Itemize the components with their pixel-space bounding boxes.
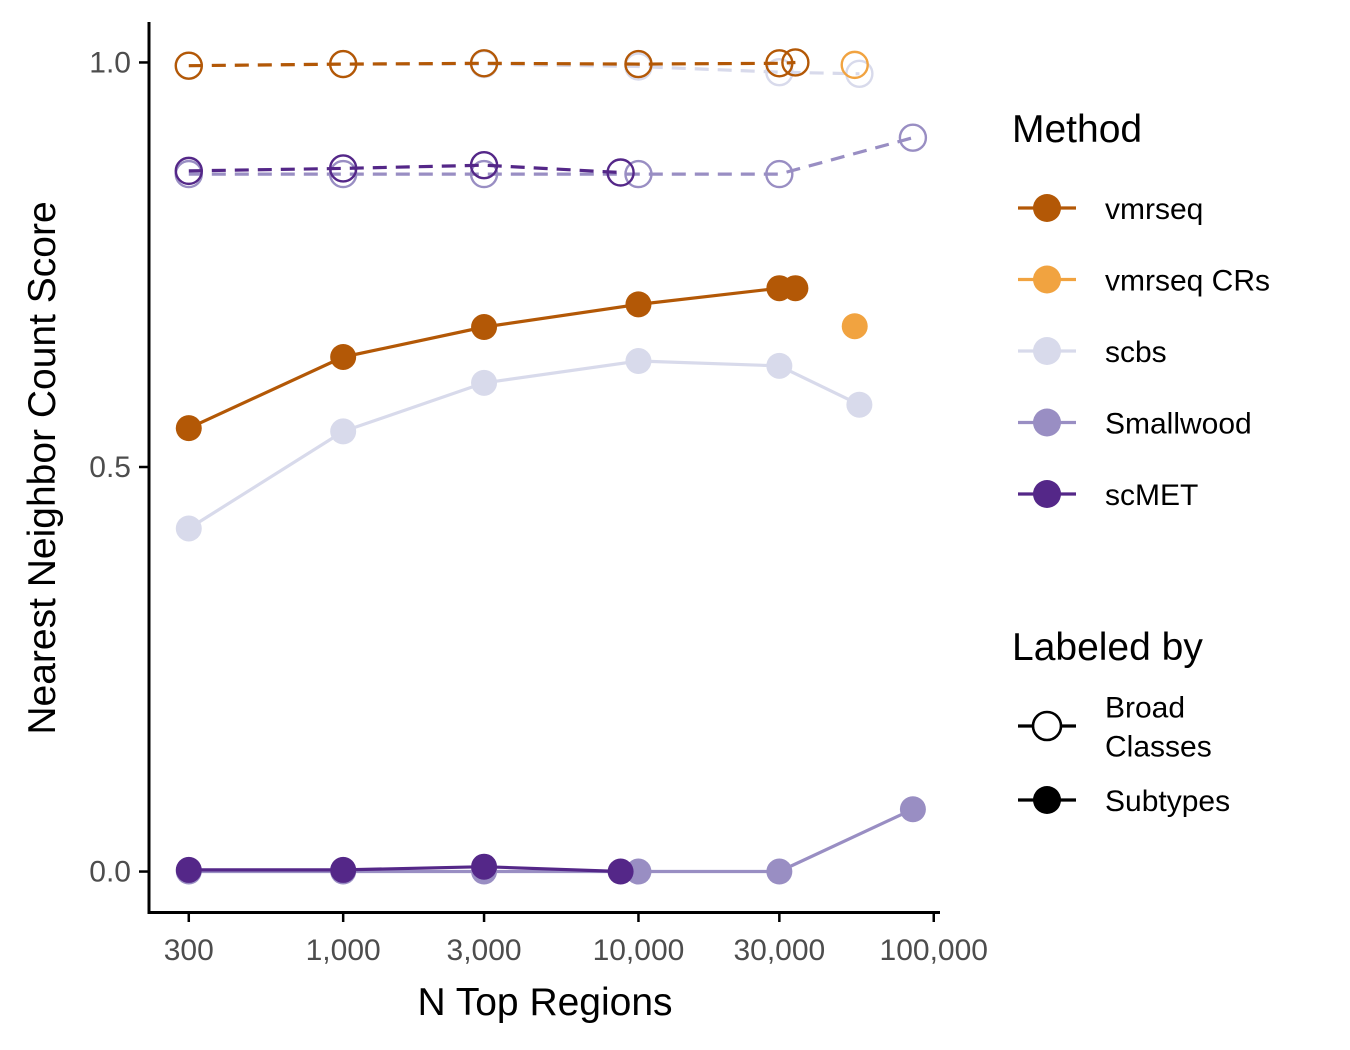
data-point-vmrseq-broad-classes (624, 49, 653, 79)
data-point-scmet-broad-classes (328, 154, 358, 183)
x-tick-label: 1,000 (306, 934, 381, 967)
x-tick-label: 30,000 (733, 934, 825, 967)
axes-layer (147, 22, 940, 914)
legend-key-point (1033, 337, 1061, 365)
data-point-scmet-subtypes (607, 858, 634, 885)
data-point-vmrseq-subtypes (175, 415, 202, 442)
series-scbs-subtypes (175, 348, 873, 542)
legend-label: vmrseq CRs (1105, 265, 1270, 298)
legend-label: Broad (1105, 692, 1185, 725)
data-point-scbs-subtypes (625, 348, 652, 375)
data-point-smallwood-subtypes (766, 858, 793, 885)
series-smallwood-broad-classes (174, 123, 928, 189)
data-point-vmrseq-broad-classes (469, 49, 499, 78)
legend-label: scMET (1105, 479, 1198, 512)
data-point-vmrseq-broad-classes (328, 49, 358, 79)
legend-label: Classes (1105, 731, 1212, 764)
data-point-vmrseq-broad-classes (174, 51, 203, 80)
legend-item-vmrseq-crs: vmrseq CRs (1018, 265, 1270, 298)
legend-key-point (1033, 408, 1061, 437)
legend-title-labeled-by: Labeled by (1012, 626, 1203, 669)
data-point-scbs-subtypes (175, 515, 202, 542)
y-tick-label: 0.0 (89, 856, 131, 889)
series-vmrseq-subtypes (175, 275, 809, 442)
data-point-smallwood-broad-classes (765, 159, 794, 189)
series-scmet-subtypes (175, 853, 634, 885)
data-point-vmrseq-broad-classes (781, 48, 810, 77)
series-vmrseq-broad-classes (174, 48, 810, 80)
legend-label: Subtypes (1105, 785, 1230, 818)
series-line-scmet-subtypes (188, 865, 621, 874)
data-point-scmet-subtypes (175, 856, 202, 883)
y-tick-label: 0.5 (89, 451, 131, 484)
data-point-smallwood-subtypes (625, 858, 652, 885)
legend-item-vmrseq: vmrseq (1018, 193, 1203, 226)
legend-labeled-by-entries: Broad Classes Subtypes (1018, 692, 1230, 818)
data-point-vmrseq-subtypes (471, 314, 498, 341)
data-point-vmrseq-broad-classes (765, 49, 794, 78)
series-line-vmrseq-broad-classes (188, 60, 796, 68)
data-point-smallwood-broad-classes (898, 123, 928, 152)
legend: Method Labeled by vmrseq vmrseq CRs scbs Sm… (1012, 108, 1270, 818)
data-point-scbs-subtypes (846, 391, 873, 418)
legend-label: Smallwood (1105, 408, 1252, 441)
data-point-scbs-subtypes (471, 369, 498, 396)
x-axis-title: N Top Regions (417, 981, 672, 1024)
legend-key-point (1033, 194, 1061, 222)
series-scmet-broad-classes (174, 151, 635, 187)
legend-item-scmet: scMET (1018, 479, 1198, 512)
data-point-scmet-subtypes (471, 853, 498, 880)
series-vmrseq-crs-subtypes (841, 313, 868, 340)
legend-item-broad-classes: Broad Classes (1018, 692, 1212, 764)
legend-label: scbs (1105, 336, 1167, 369)
legend-method-entries: vmrseq vmrseq CRs scbs Smallwood scMET (1018, 193, 1270, 512)
series-line-smallwood-subtypes (188, 807, 914, 874)
series-line-scmet-broad-classes (188, 163, 621, 175)
data-point-vmrseq-subtypes (625, 291, 652, 318)
data-point-vmrseq-crs-subtypes (841, 313, 868, 340)
data-point-scbs-broad-classes (765, 57, 794, 87)
data-point-scmet-broad-classes (174, 156, 203, 186)
series-vmrseq-crs-broad-classes (840, 50, 869, 80)
data-point-scmet-broad-classes (606, 158, 635, 187)
data-point-vmrseq-subtypes (330, 343, 357, 370)
data-point-vmrseq-crs-broad-classes (840, 50, 869, 80)
data-point-smallwood-broad-classes (469, 159, 499, 189)
x-tick-label: 10,000 (593, 934, 685, 967)
series-line-vmrseq-subtypes (188, 286, 796, 430)
y-axis-title: Nearest Neighbor Count Score (21, 201, 64, 734)
legend-title-method: Method (1012, 108, 1142, 151)
x-tick-label: 3,000 (447, 934, 522, 967)
legend-key-point-open (1031, 710, 1063, 742)
series-line-smallwood-broad-classes (188, 136, 914, 176)
data-point-smallwood-broad-classes (624, 159, 653, 189)
data-point-scmet-broad-classes (469, 151, 499, 180)
ticks-layer: 300 1,000 3,000 10,000 30,000 100,000 0.0 0.5 1.… (89, 46, 988, 967)
legend-key-point-filled (1033, 786, 1061, 814)
data-point-scmet-subtypes (330, 856, 357, 883)
legend-item-subtypes: Subtypes (1018, 785, 1230, 818)
legend-item-smallwood: Smallwood (1018, 408, 1252, 441)
data-point-vmrseq-subtypes (782, 275, 809, 302)
y-tick-label: 1.0 (89, 46, 131, 79)
data-point-scbs-subtypes (766, 352, 793, 379)
series-line-scbs-subtypes (187, 359, 861, 530)
data-point-smallwood-subtypes (899, 796, 926, 823)
legend-label: vmrseq (1105, 193, 1203, 226)
legend-key-point (1033, 480, 1061, 508)
x-tick-label: 100,000 (880, 934, 988, 967)
series-layer (174, 48, 928, 885)
legend-key-point (1033, 265, 1061, 294)
x-tick-label: 300 (164, 934, 214, 967)
legend-item-scbs: scbs (1018, 336, 1167, 369)
data-point-scbs-subtypes (330, 418, 357, 445)
